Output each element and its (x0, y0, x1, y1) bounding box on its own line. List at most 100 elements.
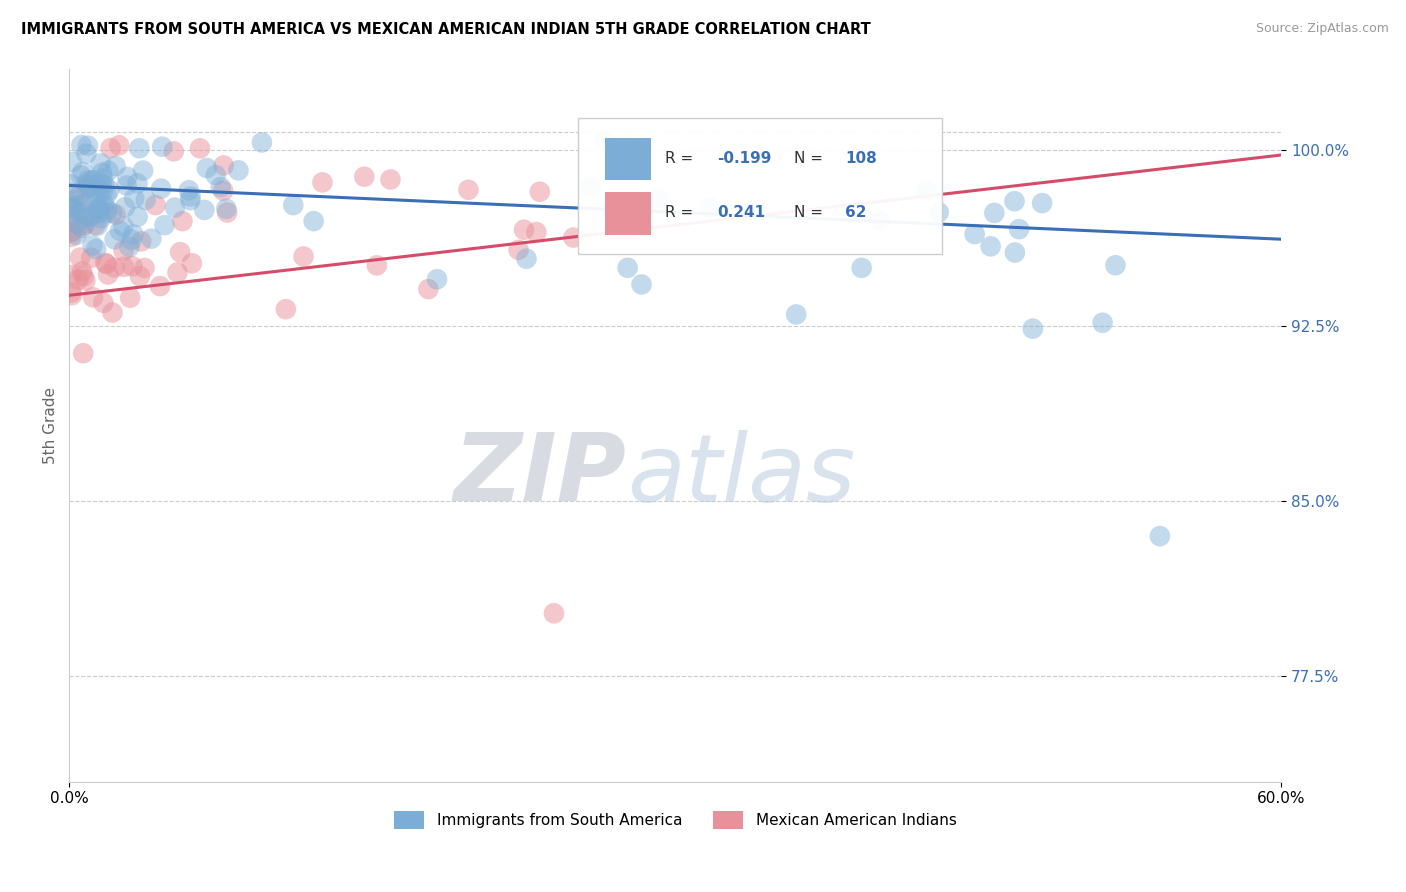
Point (215, 202, 238, 216)
Point (104, 159, 127, 173)
Point (515, 252, 537, 266)
Point (75, 273, 97, 287)
Point (82, 173, 104, 187)
Text: N =: N = (794, 205, 828, 220)
Point (96, 257, 118, 271)
Point (508, 243, 530, 257)
Point (212, 159, 235, 173)
Point (250, 136, 273, 150)
Point (70, 264, 93, 278)
Point (179, 193, 201, 207)
Point (101, 205, 124, 219)
Point (90, 176, 112, 190)
Point (135, 193, 157, 207)
Point (73, 218, 96, 232)
Point (75, 178, 97, 192)
Point (91, 166, 114, 180)
Point (311, 175, 333, 189)
Point (82, 189, 104, 203)
Point (80, 181, 103, 195)
Point (1091, 316, 1114, 330)
Point (90, 211, 112, 226)
Point (353, 169, 375, 184)
Point (150, 182, 173, 196)
Point (851, 260, 873, 275)
Point (70, 138, 93, 153)
Point (60, 225, 83, 239)
Point (163, 145, 186, 159)
Text: ZIP: ZIP (454, 429, 627, 521)
Point (112, 244, 135, 258)
Point (127, 176, 149, 190)
Point (70, 205, 93, 219)
Point (96, 206, 118, 220)
Point (77, 138, 100, 153)
Point (104, 208, 127, 222)
Text: 0.241: 0.241 (717, 205, 766, 220)
Point (869, 213, 891, 227)
Point (60, 225, 83, 239)
Text: -0.199: -0.199 (717, 151, 772, 166)
Point (65, 227, 87, 242)
Y-axis label: 5th Grade: 5th Grade (44, 386, 58, 464)
FancyBboxPatch shape (578, 119, 942, 254)
Point (292, 250, 315, 264)
Point (60, 268, 83, 282)
Point (93, 178, 115, 192)
Point (67, 206, 90, 220)
Point (129, 235, 152, 249)
Point (82, 290, 104, 304)
Point (129, 269, 152, 284)
Point (87, 206, 110, 220)
Point (180, 189, 202, 203)
Point (93, 197, 115, 211)
Point (66, 216, 89, 230)
Point (699, 201, 721, 215)
Point (274, 302, 297, 317)
Text: Source: ZipAtlas.com: Source: ZipAtlas.com (1256, 22, 1389, 36)
Point (177, 183, 200, 197)
Point (630, 277, 652, 292)
Point (616, 260, 638, 275)
Point (60, 177, 83, 191)
Point (149, 279, 172, 293)
Text: R =: R = (665, 151, 699, 166)
Point (72, 269, 94, 284)
Point (62, 186, 84, 200)
Point (115, 178, 138, 193)
Point (983, 206, 1005, 220)
Point (380, 172, 402, 186)
Point (212, 184, 235, 198)
Point (915, 184, 938, 198)
Point (89, 185, 111, 199)
Point (980, 239, 1002, 253)
Point (228, 163, 250, 178)
Point (94, 256, 117, 270)
Point (77, 210, 100, 224)
Text: N =: N = (794, 151, 828, 166)
Point (1008, 222, 1031, 236)
Point (302, 214, 325, 228)
FancyBboxPatch shape (605, 137, 651, 180)
Legend: Immigrants from South America, Mexican American Indians: Immigrants from South America, Mexican A… (388, 805, 963, 835)
Point (101, 305, 124, 319)
Point (188, 141, 211, 155)
Point (89, 202, 111, 217)
Point (93, 296, 115, 310)
Point (562, 230, 585, 244)
Point (1149, 529, 1171, 543)
Point (426, 272, 449, 286)
Point (77, 173, 100, 187)
Point (217, 205, 239, 219)
Text: R =: R = (665, 205, 699, 220)
Point (72, 165, 94, 179)
Point (122, 227, 145, 242)
Point (108, 224, 131, 238)
Point (647, 192, 669, 206)
Point (283, 198, 305, 212)
Point (141, 232, 163, 246)
Point (120, 291, 142, 305)
Point (84, 194, 107, 209)
Point (529, 185, 551, 199)
Point (108, 138, 131, 153)
